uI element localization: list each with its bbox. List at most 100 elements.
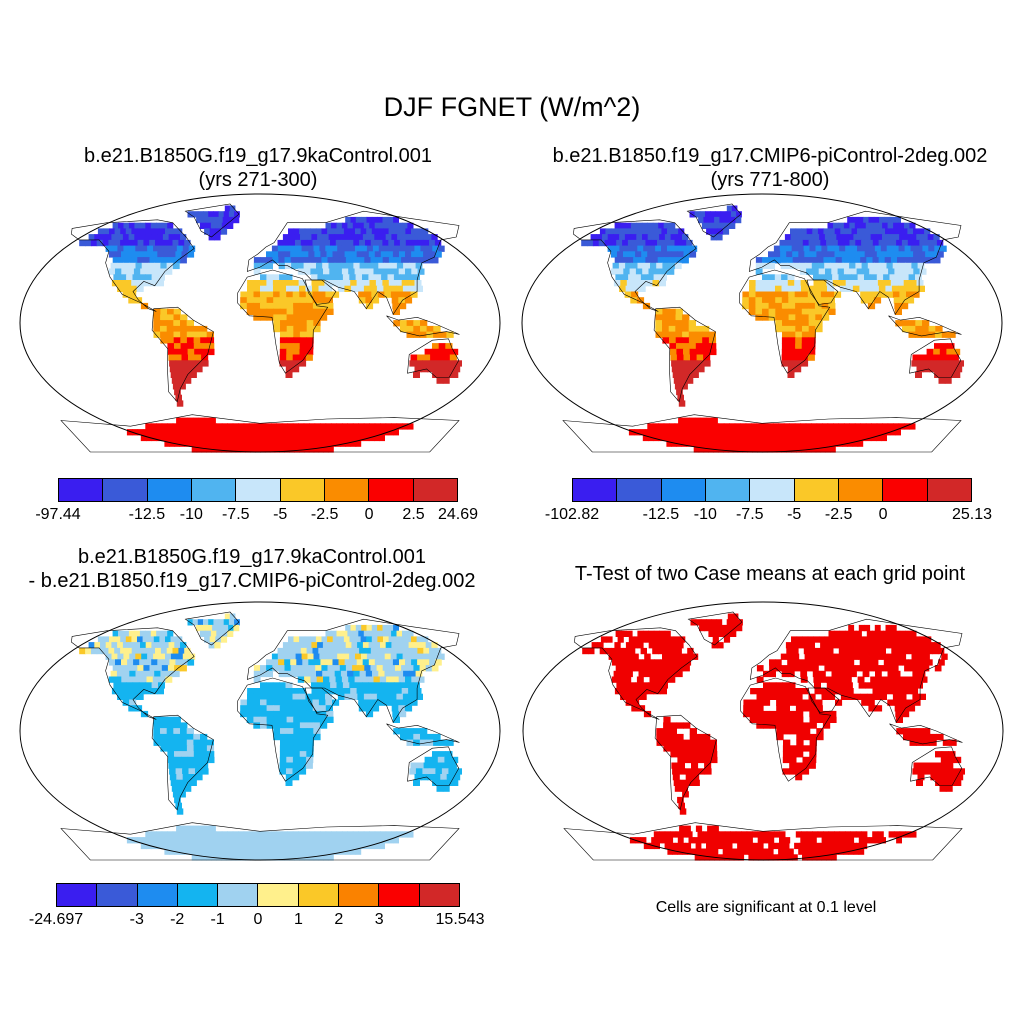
grid-cell <box>165 653 172 660</box>
grid-cell <box>407 222 414 229</box>
grid-cell <box>214 234 221 241</box>
grid-cell <box>683 739 691 746</box>
grid-cell <box>306 343 314 350</box>
grid-cell <box>249 837 256 844</box>
grid-cell <box>313 837 320 844</box>
grid-cell <box>799 262 807 270</box>
grid-cell <box>860 297 868 304</box>
grid-cell <box>318 688 325 695</box>
colorbar-swatch <box>339 884 380 906</box>
grid-cell <box>206 837 213 844</box>
grid-cell <box>174 257 181 264</box>
grid-cell <box>238 429 245 436</box>
grid-cell <box>285 366 293 373</box>
grid-cell <box>129 670 137 678</box>
grid-cell <box>772 429 779 436</box>
grid-cell <box>192 211 199 218</box>
grid-cell <box>628 647 636 655</box>
grid-cell <box>299 699 307 706</box>
grid-cell <box>426 653 433 660</box>
grid-cell <box>701 440 708 447</box>
grid-cell <box>145 642 152 649</box>
grid-cell <box>954 756 962 764</box>
grid-cell <box>674 423 681 430</box>
grid-cell <box>356 251 364 258</box>
grid-cell <box>266 705 274 712</box>
grid-cell <box>285 434 292 442</box>
grid-cell <box>260 297 268 304</box>
grid-cell <box>283 239 290 247</box>
grid-cell <box>311 688 319 695</box>
grid-cell <box>841 257 849 264</box>
grid-cell <box>938 768 946 775</box>
grid-cell <box>145 659 152 666</box>
grid-cell <box>680 423 687 430</box>
grid-cell <box>355 274 363 281</box>
grid-cell <box>661 268 668 275</box>
grid-cell <box>732 613 739 620</box>
grid-cell <box>170 245 178 252</box>
grid-cell <box>334 670 342 678</box>
grid-cell <box>117 642 124 649</box>
grid-cell <box>218 619 225 626</box>
grid-cell <box>321 257 329 264</box>
grid-cell <box>417 659 424 666</box>
grid-cell <box>814 239 821 247</box>
grid-cell <box>420 733 428 741</box>
grid-cell <box>233 429 240 436</box>
grid-cell <box>178 423 185 430</box>
grid-cell <box>303 257 310 264</box>
grid-cell <box>878 257 886 264</box>
grid-cell <box>860 423 867 430</box>
grid-cell <box>648 642 655 649</box>
grid-cell <box>349 636 356 643</box>
grid-cell <box>433 366 441 373</box>
grid-cell <box>784 234 792 241</box>
grid-cell <box>848 837 855 844</box>
grid-cell <box>734 423 741 430</box>
grid-cell <box>833 423 840 430</box>
grid-cell <box>357 285 365 292</box>
grid-cell <box>286 302 294 310</box>
grid-cell <box>908 636 915 643</box>
grid-cell <box>336 682 344 689</box>
grid-cell <box>782 693 790 700</box>
grid-cell <box>332 251 340 258</box>
grid-cell <box>865 682 872 689</box>
grid-cell <box>768 842 774 850</box>
grid-cell <box>313 320 321 327</box>
grid-cell <box>194 831 201 838</box>
grid-cell <box>279 854 285 861</box>
grid-cell <box>238 837 245 844</box>
grid-cell <box>289 854 295 861</box>
grid-cell <box>148 429 155 436</box>
grid-cell <box>837 440 844 447</box>
grid-cell <box>839 285 847 292</box>
grid-cell <box>103 636 110 643</box>
grid-cell <box>399 647 407 655</box>
grid-cell <box>730 211 737 218</box>
grid-cell <box>311 434 318 442</box>
grid-cell <box>933 762 941 769</box>
grid-cell <box>851 842 857 850</box>
grid-cell <box>192 842 199 850</box>
grid-cell <box>623 251 630 258</box>
grid-cell <box>360 268 368 275</box>
grid-cell <box>651 837 658 844</box>
grid-cell <box>686 779 694 786</box>
grid-cell <box>690 245 698 252</box>
grid-cell <box>790 228 797 235</box>
grid-cell <box>448 768 456 775</box>
grid-cell <box>243 423 250 430</box>
grid-cell <box>816 423 823 430</box>
grid-cell <box>762 262 769 270</box>
grid-cell <box>709 739 717 746</box>
grid-cell <box>619 245 626 252</box>
grid-cell <box>260 285 268 292</box>
grid-cell <box>703 745 711 752</box>
grid-cell <box>820 291 828 298</box>
grid-cell <box>387 274 395 281</box>
grid-cell <box>622 228 629 235</box>
grid-cell <box>891 665 899 672</box>
grid-cell <box>860 642 867 649</box>
